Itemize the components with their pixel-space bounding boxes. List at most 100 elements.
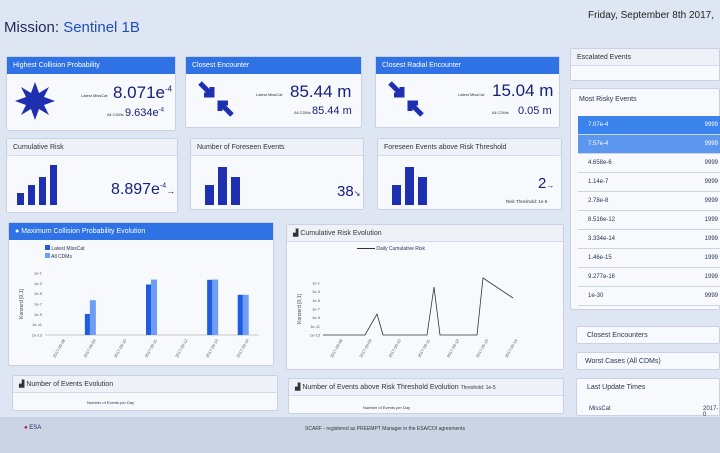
worst-cases-panel[interactable]: Worst Cases (All CDMs) [576, 352, 720, 370]
risk-row[interactable]: 4.658e-6 9999 [578, 154, 720, 173]
footer: ● ESA SCARF - registered as PREEMPT Mana… [0, 417, 720, 453]
risk-prob: 1e-30 [588, 293, 604, 299]
all-value: 85.44 m [312, 105, 352, 117]
risk-row[interactable]: 1e-30 9999 [578, 287, 720, 306]
foreseen-value: 38↘ [337, 183, 361, 200]
all-label: All CDMs [492, 110, 509, 115]
x-tick-label: 2017-09-10 [387, 337, 402, 358]
most-risky-title: Most Risky Events [579, 96, 637, 103]
worst-cases-title: Worst Cases (All CDMs) [585, 358, 661, 365]
misscat-value: 2017-0 [703, 406, 719, 418]
chart-title: ▟ Number of Events above Risk Threshold … [289, 379, 563, 396]
latest-label: Latest MissCat [256, 92, 283, 97]
cum-risk-chart-panel: ▟ Cumulative Risk Evolution 1e-1 1e-3 1e-5… [286, 224, 564, 370]
chart-subtitle: Number of Events per Day [87, 400, 135, 405]
y-tick-label: 1e-5 [312, 298, 321, 303]
risk-prob: 7.57e-4 [588, 141, 609, 147]
risk-value: 1999 [704, 255, 718, 261]
risk-prob: 8.516e-12 [588, 217, 616, 223]
risk-row[interactable]: 7.57e-4 9999 [578, 135, 720, 154]
most-risky-table: 7.07e-4 9999 7.57e-4 9999 4.658e-6 9999 1.14e-… [578, 116, 720, 306]
x-tick-label: 2017-09-12 [174, 337, 189, 358]
cumulative-risk-card[interactable]: Cumulative Risk 8.897e-4→ [6, 138, 178, 213]
x-tick-label: 2017-09-08 [329, 337, 344, 358]
collapse-arrows-icon [388, 81, 424, 117]
max-prob-chart: 1e-1 1e-3 1e-5 1e-7 1e-9 1e-11 1e-13 Konzerd [0… [19, 271, 259, 359]
highest-prob-card[interactable]: Highest Collision Probability Latest Mis… [6, 56, 176, 131]
latest-label: Latest MissCat [81, 93, 108, 98]
x-tick-label: 2017-09-08 [52, 337, 67, 358]
latest-value: 85.44 m [290, 82, 352, 101]
y-tick-label: 1e-5 [34, 291, 43, 296]
x-tick-label: 2017-09-11 [416, 338, 431, 359]
closest-encounters-panel[interactable]: Closest Encounters [576, 326, 720, 344]
bar-all [242, 294, 249, 335]
all-value: 9.634e-4 [125, 107, 164, 119]
y-tick-label: 1e-11 [310, 324, 321, 329]
foreseen-events-card[interactable]: Number of Foreseen Events 38↘ [190, 138, 364, 210]
latest-value: 8.071e-4 [113, 83, 173, 102]
bar-chart-icon [392, 167, 427, 205]
x-tick-label: 2017-09-10 [113, 337, 128, 358]
risk-value: 1999 [704, 217, 718, 223]
x-tick-label: 2017-09-13 [205, 337, 220, 358]
star-burst-icon [15, 82, 55, 120]
above-threshold-card[interactable]: Foreseen Events above Risk Threshold 2→ … [377, 138, 562, 210]
card-title: Cumulative Risk [7, 139, 177, 156]
collapse-arrows-icon [198, 81, 234, 117]
risk-row[interactable]: 2.78e-8 9999 [578, 192, 720, 211]
bar-all [151, 279, 157, 335]
chart-icon: ▟ [293, 230, 301, 237]
x-tick-label: 2017-09-13 [475, 337, 490, 358]
risk-prob: 3.334e-14 [588, 236, 616, 242]
risk-prob: 7.07e-4 [588, 122, 609, 128]
x-tick-label: 2017-09-14 [504, 337, 519, 358]
chart-title: ▟ Number of Events Evolution [13, 376, 277, 393]
all-value: 0.05 m [518, 105, 552, 117]
risk-value: 9999 [704, 122, 718, 128]
y-tick-label: 1e-9 [34, 312, 43, 317]
max-prob-chart-panel: ● Maximum Collision Probability Evolutio… [8, 222, 274, 366]
legend-all: All CDMs [45, 253, 72, 260]
risk-row[interactable]: 9.277e-16 1999 [578, 268, 720, 287]
card-title: Closest Radial Encounter [376, 57, 559, 74]
escalated-events-panel[interactable]: Escalated Events [570, 48, 720, 81]
chart-title: ▟ Cumulative Risk Evolution [287, 225, 563, 242]
date-label: Friday, September 8th 2017, [588, 10, 714, 21]
y-tick-label: 1e-3 [312, 289, 321, 294]
mission-title: Mission: Sentinel 1B [4, 19, 140, 36]
chart-icon: ▟ [295, 384, 303, 391]
x-tick-label: 2017-09-09 [82, 337, 97, 358]
y-tick-label: 1e-13 [32, 333, 43, 338]
bar-latest [237, 294, 244, 335]
bar-all [212, 279, 219, 335]
escalated-title: Escalated Events [571, 49, 719, 66]
y-tick-label: 1e-3 [34, 281, 43, 286]
risk-row[interactable]: 1.14e-7 9999 [578, 173, 720, 192]
all-label: All CDMs [107, 112, 124, 117]
closest-encounter-card[interactable]: Closest Encounter Latest MissCat 85.44 m… [185, 56, 362, 128]
x-tick-label: 2017-09-11 [143, 338, 158, 359]
risk-row[interactable]: 8.516e-12 1999 [578, 211, 720, 230]
circle-icon: ● [15, 228, 22, 235]
above-value: 2→ [538, 175, 555, 192]
closest-radial-card[interactable]: Closest Radial Encounter Latest MissCat … [375, 56, 560, 128]
card-title: Foreseen Events above Risk Threshold [378, 139, 561, 156]
chart-subtitle: Number of Events per Day [363, 405, 411, 410]
legend-latest: Latest MissCat [45, 245, 84, 252]
risk-value: 9999 [704, 179, 718, 185]
daily-risk-line [323, 277, 514, 336]
card-title: Highest Collision Probability [7, 57, 175, 74]
risk-row[interactable]: 7.07e-4 9999 [578, 116, 720, 135]
bar-latest [146, 284, 152, 335]
risk-row[interactable]: 3.334e-14 1999 [578, 230, 720, 249]
card-title: Closest Encounter [186, 57, 361, 74]
x-tick-label: 2017-09-12 [446, 337, 461, 358]
risk-prob: 4.658e-6 [588, 160, 612, 166]
misscat-label: MissCat [589, 406, 611, 412]
y-tick-label: 1e-7 [34, 302, 43, 307]
y-axis-label: Konzerd [0,1] [297, 294, 303, 324]
risk-row[interactable]: 1.46e-15 1999 [578, 249, 720, 268]
latest-label: Latest MissCat [458, 92, 485, 97]
latest-value: 15.04 m [492, 81, 554, 100]
